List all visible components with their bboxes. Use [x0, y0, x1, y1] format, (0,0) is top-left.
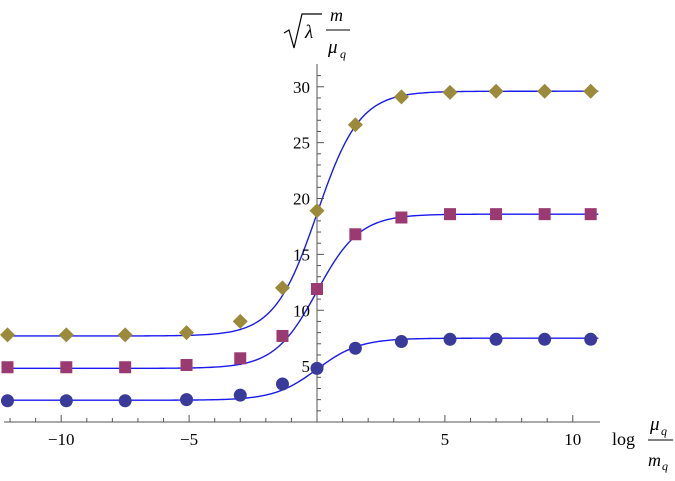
y-tick-label: 5	[302, 357, 311, 376]
y-label-denominator-sub: q	[340, 47, 346, 61]
diamond-marker	[488, 83, 504, 99]
circle-marker	[233, 388, 247, 402]
square-marker	[311, 283, 323, 296]
fit-curve-square	[2, 213, 599, 370]
circle-marker	[0, 394, 14, 408]
diamond-marker	[347, 117, 363, 133]
x-label-denominator-sub: q	[662, 459, 668, 473]
square-marker	[234, 352, 247, 365]
square-marker	[60, 361, 73, 374]
x-tick-label: 5	[441, 430, 450, 449]
diamond-marker	[537, 83, 553, 99]
square-marker	[349, 228, 362, 241]
diamond-marker	[309, 203, 325, 219]
diamond-marker	[393, 89, 409, 105]
square-marker	[444, 208, 457, 221]
circle-marker	[118, 394, 132, 408]
x-label-numerator: μ	[649, 414, 660, 435]
y-label-denominator: μ	[327, 37, 338, 58]
circle-marker	[275, 377, 289, 391]
diamond-marker	[58, 327, 74, 343]
circle-marker	[394, 335, 408, 349]
y-tick-label: 10	[293, 301, 310, 320]
x-label-denominator: m	[648, 450, 661, 470]
y-tick-label: 30	[293, 78, 310, 97]
y-label-numerator: m	[330, 5, 343, 25]
square-marker	[538, 208, 551, 221]
circle-marker	[180, 393, 194, 407]
y-label-lambda: λ	[304, 22, 313, 43]
x-axis-label: log μ q m q	[612, 414, 673, 473]
y-tick-label: 15	[293, 245, 310, 264]
diamond-marker	[583, 83, 599, 99]
square-marker	[119, 361, 132, 374]
circle-marker	[443, 332, 457, 346]
y-tick-label: 25	[293, 134, 310, 153]
diamond-marker	[232, 313, 248, 329]
axes: −10 −5 5 10 5 10 15 20 25 30	[4, 64, 600, 449]
x-tick-label: −5	[180, 430, 198, 449]
x-label-numerator-sub: q	[661, 424, 667, 438]
circle-marker	[538, 332, 552, 346]
fit-curve-circle	[2, 337, 599, 401]
circle-marker	[59, 394, 73, 408]
square-marker	[490, 208, 503, 221]
x-tick-label: 10	[564, 430, 581, 449]
square-marker	[276, 329, 289, 342]
x-label-log: log	[612, 429, 635, 449]
circle-marker	[489, 332, 503, 346]
diamond-marker	[0, 327, 15, 343]
diamond-marker	[274, 280, 290, 296]
circle-marker	[310, 361, 324, 375]
square-marker	[395, 211, 408, 224]
square-marker	[584, 208, 597, 221]
square-marker	[1, 361, 14, 374]
diamond-marker	[117, 327, 133, 343]
diamond-marker	[442, 84, 458, 100]
y-axis-label: λ m μ q	[283, 5, 350, 61]
circle-marker	[584, 332, 598, 346]
x-tick-label: −10	[48, 430, 75, 449]
circle-marker	[348, 341, 362, 355]
y-label-radical-sign	[283, 13, 322, 49]
data-markers	[0, 83, 599, 408]
diamond-marker	[179, 325, 195, 341]
y-tick-label: 20	[293, 190, 310, 209]
square-marker	[180, 359, 193, 372]
